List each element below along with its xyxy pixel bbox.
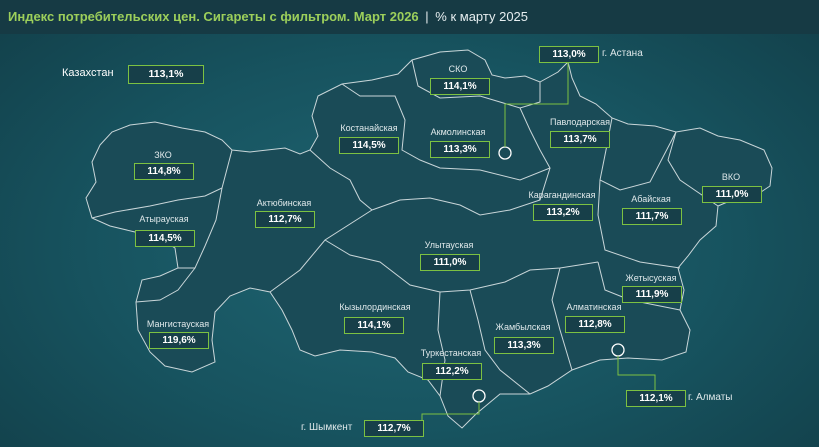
region-label-mangystau: Мангистауская — [146, 319, 210, 329]
region-label-almaty-region: Алматинская — [566, 302, 622, 312]
region-value-aktobe: 112,7% — [255, 211, 315, 228]
region-value-almaty-region: 112,8% — [565, 316, 625, 333]
region-value-ulytau: 111,0% — [420, 254, 480, 271]
region-value-turkestan: 112,2% — [422, 363, 482, 380]
border-aktobe-kyzylorda — [269, 209, 373, 293]
region-value-kostanay: 114,5% — [339, 137, 399, 154]
region-label-zhambyl: Жамбылская — [495, 322, 551, 332]
region-label-zhetysu: Жетысуская — [625, 273, 677, 283]
astana-leader — [504, 62, 569, 147]
border-mangystau — [135, 267, 196, 303]
region-value-zhetysu: 111,9% — [622, 286, 682, 303]
region-value-vko: 111,0% — [702, 186, 762, 203]
map-title: Индекс потребительских цен. Сигареты с ф… — [8, 9, 528, 24]
region-value-akmola: 113,3% — [430, 141, 490, 158]
region-value-pavlodar: 113,7% — [550, 131, 610, 148]
city-label-shymkent: г. Шымкент — [301, 422, 353, 433]
region-label-aktobe: Актюбинская — [256, 198, 312, 208]
border-kostanay-akmola — [341, 83, 481, 171]
almaty-leader — [617, 356, 656, 391]
region-value-karaganda: 113,2% — [533, 204, 593, 221]
city-label-astana: г. Астана — [602, 48, 643, 59]
region-label-karaganda: Карагандинская — [528, 190, 596, 200]
border-west-aktobe — [178, 187, 223, 269]
city-value-almaty: 112,1% — [626, 390, 686, 407]
border-aktobe-kostanay — [309, 149, 373, 211]
region-label-kyzylorda: Кызылординская — [339, 302, 411, 312]
region-label-atyrau: Атырауская — [139, 214, 189, 224]
title-separator: | — [425, 9, 429, 24]
shymkent-leader — [421, 402, 480, 421]
region-value-atyrau: 114,5% — [135, 230, 195, 247]
border-turkestan-zhambyl — [469, 289, 531, 395]
border-karaganda-east — [597, 179, 681, 269]
region-label-zko: ЗКО — [154, 150, 172, 160]
region-value-zko: 114,8% — [134, 163, 194, 180]
border-ulytau-south — [324, 239, 599, 293]
title-main: Индекс потребительских цен. Сигареты с ф… — [8, 9, 419, 24]
region-label-abay: Абайская — [631, 194, 671, 204]
city-label-almaty: г. Алматы — [688, 392, 733, 403]
region-value-abay: 111,7% — [622, 208, 682, 225]
border-akmola-pavlodar — [479, 107, 551, 181]
title-subtitle: % к марту 2025 — [435, 9, 529, 24]
region-value-sko: 114,1% — [430, 78, 490, 95]
city-value-astana: 113,0% — [539, 46, 599, 63]
country-value-box: 113,1% — [128, 65, 204, 84]
region-label-sko: СКО — [448, 64, 468, 74]
region-label-vko: ВКО — [721, 172, 741, 182]
region-label-kostanay: Костанайская — [340, 123, 398, 133]
region-label-pavlodar: Павлодарская — [550, 117, 610, 127]
border-abay-vko — [667, 131, 719, 207]
city-value-shymkent: 112,7% — [364, 420, 424, 437]
border-karaganda-ulytau — [371, 167, 551, 216]
border-zhambyl-almaty — [551, 267, 573, 371]
region-value-kyzylorda: 114,1% — [344, 317, 404, 334]
region-value-zhambyl: 113,3% — [494, 337, 554, 354]
region-label-turkestan: Туркестанская — [420, 348, 482, 358]
border-sko — [411, 59, 541, 109]
region-value-mangystau: 119,6% — [149, 332, 209, 349]
country-label: Казахстан — [62, 67, 114, 79]
header-bar: Индекс потребительских цен. Сигареты с ф… — [0, 0, 819, 34]
region-label-ulytau: Улытауская — [424, 240, 474, 250]
region-label-akmola: Акмолинская — [430, 127, 486, 137]
